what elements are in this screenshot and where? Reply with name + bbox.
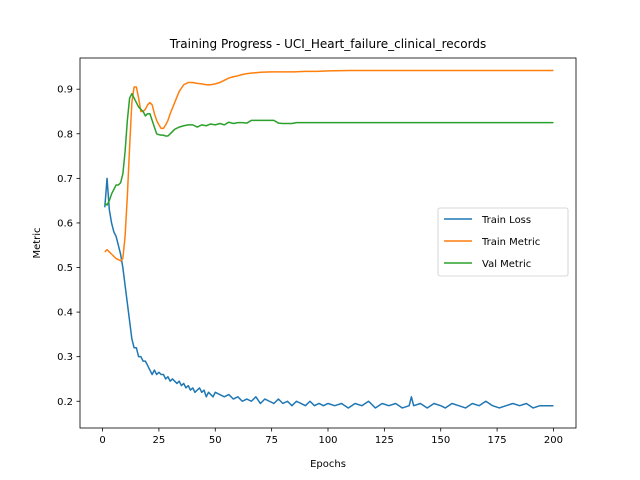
y-tick-label: 0.5 xyxy=(57,263,73,274)
plot-frame xyxy=(79,57,577,429)
x-tick-label: 0 xyxy=(99,435,105,446)
y-tick-label: 0.7 xyxy=(57,174,73,185)
legend-box xyxy=(437,207,569,277)
series-line-train-metric xyxy=(104,69,554,262)
x-tick-label: 200 xyxy=(544,435,563,446)
x-tick-label: 175 xyxy=(488,435,507,446)
legend-label-train-loss: Train Loss xyxy=(481,215,531,226)
legend-label-val-metric: Val Metric xyxy=(482,259,531,270)
ticks-layer: 0 25 50 75 100 125 150 175 200 0.2 0.3 0.4 0.5 0.6 0.7… xyxy=(57,85,563,446)
x-tick-label: 150 xyxy=(431,435,450,446)
legend: Train Loss Train Metric Val Metric xyxy=(437,207,569,277)
x-tick-label: 25 xyxy=(153,435,166,446)
series-line-val-metric xyxy=(104,92,554,206)
chart-title: Training Progress - UCI_Heart_failure_cl… xyxy=(169,37,486,51)
x-tick-label: 50 xyxy=(209,435,222,446)
x-axis-label: Epochs xyxy=(310,459,346,470)
x-tick-label: 100 xyxy=(318,435,337,446)
series-layer xyxy=(104,69,554,409)
y-axis-label: Metric xyxy=(32,227,43,258)
x-tick-label: 75 xyxy=(265,435,278,446)
y-tick-label: 0.8 xyxy=(57,129,73,140)
x-tick-label: 125 xyxy=(375,435,394,446)
legend-label-train-metric: Train Metric xyxy=(481,237,540,248)
y-tick-label: 0.6 xyxy=(57,218,73,229)
y-tick-label: 0.4 xyxy=(57,308,73,319)
series-line-train-loss xyxy=(104,177,554,409)
y-tick-label: 0.3 xyxy=(57,352,73,363)
y-tick-label: 0.9 xyxy=(57,85,73,96)
y-tick-label: 0.2 xyxy=(57,397,73,408)
